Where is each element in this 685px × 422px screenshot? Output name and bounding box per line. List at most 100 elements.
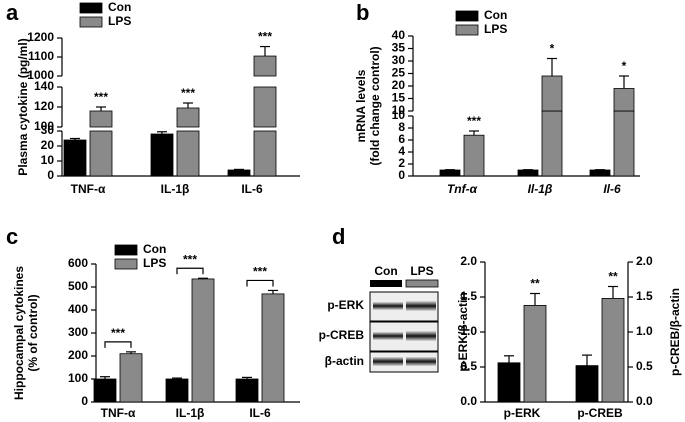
legend-swatch — [79, 16, 103, 28]
y-tick-label: 200 — [68, 348, 88, 362]
significance: *** — [258, 30, 272, 44]
bar — [93, 378, 117, 403]
x-tick-label: Il-6 — [603, 182, 621, 196]
bar — [235, 378, 259, 403]
bar — [575, 365, 599, 403]
legend-label: Con — [143, 242, 166, 256]
panel-label: c — [6, 224, 18, 249]
significance-bracket — [246, 279, 274, 287]
bar — [253, 86, 277, 128]
bar — [439, 169, 461, 177]
x-tick-label: Il-1β — [528, 182, 553, 196]
bar — [150, 133, 174, 177]
y-tick-label: 30 — [41, 123, 55, 137]
significance: *** — [253, 265, 267, 279]
legend-label: LPS — [484, 22, 507, 36]
row-label: p-ERK — [327, 298, 364, 312]
significance: *** — [183, 252, 197, 266]
y-tick-label: 1.5 — [636, 289, 653, 303]
bar — [89, 130, 113, 177]
blot-band — [406, 357, 436, 366]
y-tick-label: 1.5 — [460, 289, 477, 303]
bar — [165, 378, 189, 403]
y-tick-label: 0.0 — [460, 394, 477, 408]
legend-swatch — [455, 10, 479, 22]
y-tick-label: 0 — [81, 394, 88, 408]
y-tick-label: 0.5 — [460, 359, 477, 373]
y-tick-label: 1200 — [27, 30, 54, 44]
y-axis-label: Plasma cytokine (pg/ml) — [16, 38, 30, 175]
bar — [541, 110, 563, 177]
y-axis-label: p-ERK/β-actin — [456, 292, 470, 371]
significance: * — [550, 42, 555, 56]
lane-label: LPS — [410, 264, 433, 278]
y-axis-label: p-CREB/β-actin — [668, 288, 682, 376]
bar — [227, 169, 251, 177]
y-tick-label: 0 — [47, 168, 54, 182]
y-tick-label: 40 — [392, 28, 406, 42]
y-tick-label: 6 — [398, 132, 405, 146]
x-tick-label: IL-6 — [241, 182, 263, 196]
blot-band — [406, 301, 436, 311]
significance: ** — [530, 277, 540, 291]
x-tick-label: IL-1β — [176, 406, 205, 420]
bar — [253, 130, 277, 177]
significance: ** — [608, 270, 618, 284]
blot-band — [373, 357, 403, 366]
y-tick-label: 20 — [41, 138, 55, 152]
bar — [517, 169, 539, 177]
bar — [613, 110, 635, 177]
legend-swatch — [114, 244, 138, 256]
bar — [89, 110, 113, 128]
bar — [63, 139, 87, 177]
y-axis-label: mRNA levels — [354, 69, 368, 142]
y-tick-label: 1100 — [28, 49, 54, 63]
blot-band — [406, 331, 436, 341]
significance: *** — [181, 86, 195, 100]
y-tick-label: 2.0 — [636, 254, 653, 268]
y-tick-label: 0.5 — [636, 359, 653, 373]
panel-label: b — [356, 0, 369, 25]
y-tick-label: 1.0 — [636, 324, 653, 338]
y-tick-label: 140 — [34, 79, 54, 93]
legend-label: LPS — [108, 14, 131, 28]
panel-label: d — [332, 224, 345, 249]
y-axis-label: Hippocampal cytokines — [12, 266, 26, 400]
western-blot: Con LPS p-ERK p-CREB β-actin — [319, 264, 439, 373]
significance-bracket — [176, 267, 204, 275]
y-tick-label: 400 — [68, 302, 88, 316]
y-tick-label: 1.0 — [460, 324, 477, 338]
lane-label: Con — [374, 264, 397, 278]
y-tick-label: 600 — [68, 256, 88, 270]
bar — [119, 353, 143, 403]
x-tick-label: IL-6 — [249, 406, 271, 420]
y-tick-label: 8 — [398, 120, 405, 134]
y-tick-label: 100 — [34, 119, 54, 133]
row-label: β-actin — [325, 354, 364, 368]
legend-label: Con — [108, 0, 131, 14]
blot-band — [373, 332, 403, 340]
significance: *** — [94, 90, 108, 104]
legend-label: LPS — [143, 256, 166, 270]
y-tick-label: 4 — [398, 144, 405, 158]
y-tick-label: 25 — [392, 66, 406, 80]
lane-bar — [405, 279, 439, 288]
y-tick-label: 500 — [68, 279, 88, 293]
y-tick-label: 2 — [398, 156, 405, 170]
bar — [176, 130, 200, 177]
legend-swatch — [114, 258, 138, 270]
significance: * — [622, 59, 627, 73]
y-tick-label: 0 — [398, 168, 405, 182]
y-tick-label: 10 — [392, 108, 406, 122]
x-tick-label: p-ERK — [504, 406, 541, 420]
y-tick-label: 100 — [68, 371, 88, 385]
bar — [463, 134, 485, 177]
bar — [191, 278, 215, 403]
bar — [497, 362, 521, 403]
lane-bar — [370, 280, 402, 287]
legend-swatch — [455, 24, 479, 36]
y-tick-label: 10 — [41, 153, 55, 167]
x-tick-label: Tnf-α — [447, 182, 478, 196]
y-tick-label: 10 — [392, 103, 406, 117]
